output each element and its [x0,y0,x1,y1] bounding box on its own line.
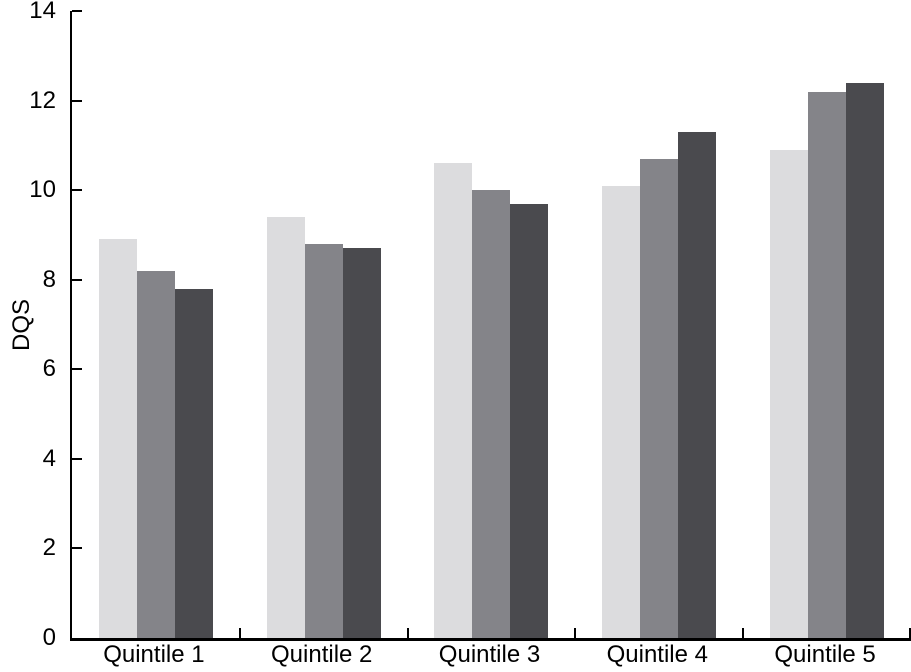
y-tick [72,189,82,192]
bar-group [743,11,911,638]
bar-dark-gray-series [174,288,213,638]
bar-groups [72,11,911,638]
y-tick [72,99,82,102]
bar-group [240,11,408,638]
x-axis-label: Quintile 5 [774,641,876,668]
bar-light-gray-series [98,239,137,638]
x-axis-label: Quintile 4 [606,641,708,668]
bar-light-gray-series [434,163,473,638]
bar-light-gray-series [770,149,809,638]
y-tick-label: 2 [42,534,56,562]
y-tick-labels: 0 2 4 6 8 10 12 14 [0,0,56,650]
bar-light-gray-series [602,185,641,638]
x-tick [574,628,577,638]
bar-group [72,11,240,638]
x-axis-label: Quintile 1 [103,641,205,668]
y-tick-label: 12 [29,86,56,114]
bar-medium-gray-series [640,158,679,638]
y-tick [72,457,82,460]
bar-medium-gray-series [808,91,847,638]
bar-medium-gray-series [304,243,343,638]
x-tick [406,628,409,638]
y-tick [72,368,82,371]
bar-dark-gray-series [846,82,885,638]
bar-group [408,11,576,638]
y-tick [72,10,82,12]
y-tick-label: 14 [29,0,56,24]
y-tick-label: 4 [42,444,56,472]
bar-dark-gray-series [510,203,549,638]
plot-area [70,10,911,641]
x-tick [238,628,241,638]
y-tick-label: 10 [29,176,56,204]
bar-dark-gray-series [342,248,381,638]
y-tick [72,547,82,550]
x-tick [742,628,745,638]
y-tick-label: 6 [42,355,56,383]
bar-light-gray-series [266,217,305,638]
y-tick [72,278,82,281]
x-axis-label: Quintile 3 [438,641,541,668]
x-axis-labels: Quintile 1 Quintile 2 Quintile 3 Quintile 4… [70,642,909,668]
bar-medium-gray-series [136,270,175,638]
bar-group [575,11,743,638]
x-axis-label: Quintile 2 [271,641,373,668]
x-tick [909,628,911,638]
bar-dark-gray-series [678,131,717,638]
bar-medium-gray-series [472,190,511,638]
y-tick-label: 0 [42,624,56,651]
y-tick-label: 8 [42,265,56,293]
